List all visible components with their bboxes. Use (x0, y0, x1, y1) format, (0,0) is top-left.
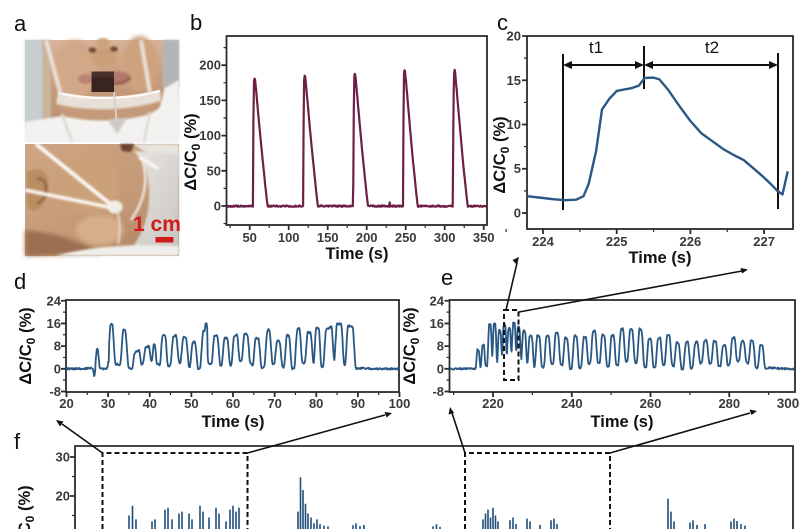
svg-text:-8: -8 (432, 384, 444, 399)
svg-text:20: 20 (507, 29, 521, 44)
svg-text:300: 300 (434, 230, 456, 245)
svg-text:8: 8 (54, 339, 61, 354)
svg-text:Time (s): Time (s) (202, 413, 265, 431)
svg-text:a: a (14, 11, 27, 36)
svg-text:ΔC/C0 (%): ΔC/C0 (%) (17, 307, 38, 384)
svg-text:24: 24 (47, 293, 62, 308)
svg-text:ΔC/C0 (%): ΔC/C0 (%) (491, 116, 512, 193)
svg-text:5: 5 (514, 161, 521, 176)
svg-text:100: 100 (278, 230, 300, 245)
svg-text:8: 8 (437, 339, 444, 354)
svg-text:225: 225 (606, 234, 628, 249)
svg-text:227: 227 (753, 234, 775, 249)
svg-text:60: 60 (226, 396, 240, 411)
svg-text:f: f (14, 429, 21, 454)
svg-text:224: 224 (532, 234, 554, 249)
svg-text:240: 240 (561, 396, 583, 411)
svg-text:0: 0 (437, 361, 444, 376)
svg-text:Time (s): Time (s) (591, 413, 654, 431)
svg-text:50: 50 (242, 230, 256, 245)
svg-text:d: d (14, 269, 26, 294)
svg-text:50: 50 (184, 396, 198, 411)
svg-text:30: 30 (56, 450, 70, 465)
svg-text:10: 10 (507, 117, 521, 132)
svg-text:260: 260 (640, 396, 662, 411)
svg-text:200: 200 (199, 58, 221, 73)
svg-text:280: 280 (718, 396, 740, 411)
svg-text:100: 100 (389, 396, 411, 411)
svg-text:t2: t2 (705, 38, 719, 57)
svg-text:200: 200 (356, 230, 378, 245)
svg-text:0: 0 (214, 199, 221, 214)
svg-text:100: 100 (199, 128, 221, 143)
svg-text:Time (s): Time (s) (629, 249, 692, 267)
svg-text:ΔC/C0 (%): ΔC/C0 (%) (182, 113, 203, 190)
svg-text:15: 15 (507, 73, 521, 88)
svg-text:90: 90 (351, 396, 365, 411)
svg-text:40: 40 (143, 396, 157, 411)
svg-text:0: 0 (514, 206, 521, 221)
svg-text:300: 300 (777, 396, 800, 411)
svg-text:16: 16 (47, 316, 61, 331)
svg-text:226: 226 (680, 234, 702, 249)
svg-text:t1: t1 (589, 38, 603, 57)
svg-text:20: 20 (56, 489, 70, 504)
svg-text:50: 50 (207, 163, 221, 178)
svg-text:20: 20 (59, 396, 73, 411)
svg-text:350: 350 (473, 230, 495, 245)
svg-text:0: 0 (54, 361, 61, 376)
svg-text:80: 80 (309, 396, 323, 411)
svg-text:150: 150 (317, 230, 339, 245)
svg-text:150: 150 (199, 93, 221, 108)
svg-text:250: 250 (395, 230, 417, 245)
svg-text:b: b (190, 10, 202, 35)
svg-text:c: c (497, 10, 508, 35)
svg-text:ΔC/C0 (%): ΔC/C0 (%) (401, 307, 422, 384)
svg-text:-8: -8 (49, 384, 61, 399)
svg-text:ΔC/C0 (%): ΔC/C0 (%) (16, 485, 37, 529)
svg-text:24: 24 (430, 293, 445, 308)
svg-text:30: 30 (101, 396, 115, 411)
svg-text:220: 220 (482, 396, 504, 411)
svg-text:Time (s): Time (s) (326, 245, 389, 263)
svg-text:16: 16 (430, 316, 444, 331)
svg-text:70: 70 (267, 396, 281, 411)
svg-text:e: e (441, 265, 453, 290)
svg-text:1 cm: 1 cm (133, 213, 181, 236)
